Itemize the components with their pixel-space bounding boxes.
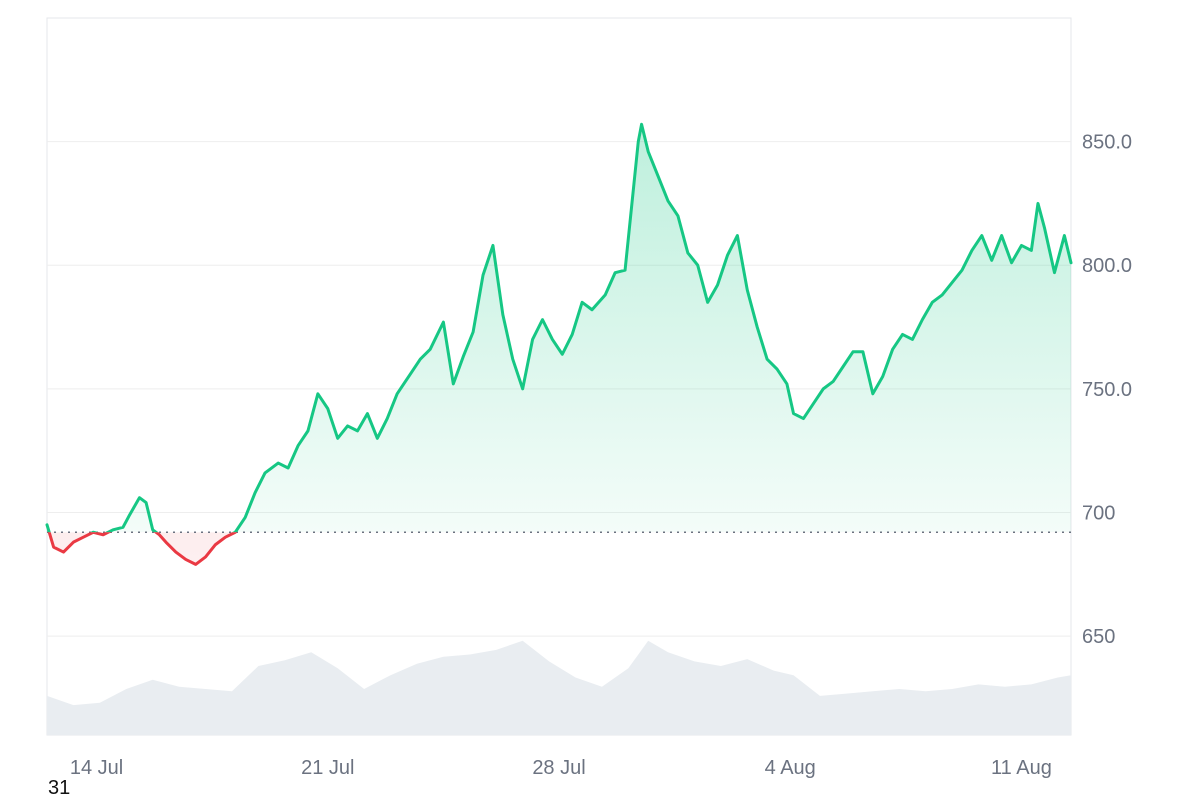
x-tick-label: 28 Jul xyxy=(532,757,585,779)
y-tick-label: 650 xyxy=(1082,626,1115,648)
x-tick-label: 4 Aug xyxy=(765,757,816,779)
x-tick-label: 14 Jul xyxy=(70,757,123,779)
y-axis-labels: 650 700 750.0 800.0 850.0 xyxy=(1082,132,1132,648)
volume-bars-area xyxy=(47,640,1071,735)
price-line-down xyxy=(47,532,238,566)
y-tick-label: 800.0 xyxy=(1082,255,1132,277)
price-area-fill xyxy=(47,124,1071,565)
x-tick-label: 21 Jul xyxy=(301,757,354,779)
area-fill-above-baseline xyxy=(47,124,1071,533)
volume-area xyxy=(47,640,1071,735)
corner-number: 31 xyxy=(48,777,71,799)
y-tick-label: 750.0 xyxy=(1082,379,1132,401)
x-axis-labels: 14 Jul 21 Jul 28 Jul 4 Aug 11 Aug xyxy=(70,757,1052,779)
area-fill-below-baseline xyxy=(49,532,236,565)
price-line-up xyxy=(45,122,1073,533)
x-tick-label: 11 Aug xyxy=(991,757,1052,779)
y-tick-label: 850.0 xyxy=(1082,132,1132,154)
price-line xyxy=(45,122,1073,566)
y-tick-label: 700 xyxy=(1082,502,1115,524)
